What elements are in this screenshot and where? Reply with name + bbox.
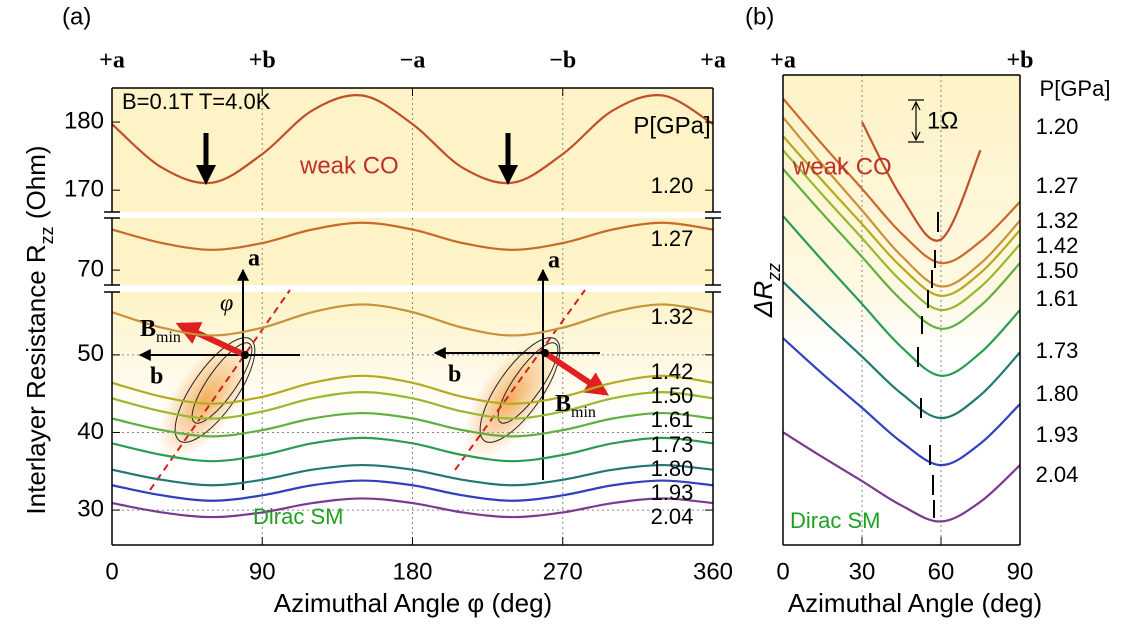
inset-label: Bmin: [555, 391, 596, 422]
legend-label: 1.80: [651, 456, 694, 481]
top-tick-label: +a: [770, 48, 796, 74]
series-line: [111, 411, 714, 438]
y-axis-label-sub: zz: [37, 226, 57, 244]
annotation: Dirac SM: [253, 504, 343, 529]
legend-label: 1.20: [1036, 114, 1079, 139]
y-tick-label: 40: [77, 418, 104, 445]
legend-label: 1.20: [651, 173, 694, 198]
annotation: weak CO: [299, 152, 399, 179]
panel-label: (b): [745, 3, 774, 30]
legend-label: 1.80: [1036, 381, 1079, 406]
inset-label: b: [150, 364, 163, 390]
x-tick-label: 0: [105, 558, 118, 585]
legend-label: 1.93: [1036, 422, 1079, 447]
x-axis-label: Azimuthal Angle (deg): [788, 588, 1042, 618]
series-line: [111, 221, 714, 251]
top-tick-label: +b: [249, 48, 276, 74]
series-line: [783, 168, 1020, 330]
series-line: [783, 97, 1020, 265]
y-tick-label: 30: [77, 495, 104, 522]
inset-label-b: B: [555, 391, 571, 417]
series-line: [783, 431, 1020, 523]
y-axis-label-text: ΔR: [748, 281, 778, 318]
series-line: [783, 149, 1020, 312]
legend-label: 1.73: [651, 432, 694, 457]
background: [783, 75, 1020, 545]
legend-label: 1.73: [1036, 338, 1079, 363]
series-line: [111, 391, 714, 420]
y-axis-label-unit: (Ohm): [21, 145, 51, 226]
legend-label: 1.61: [651, 407, 694, 432]
series-line: [111, 497, 714, 519]
series-line: [111, 303, 714, 337]
legend-label: 1.27: [651, 226, 694, 251]
legend-label: 1.42: [1036, 233, 1079, 258]
series-line: [783, 116, 1020, 288]
x-tick-label: 90: [249, 558, 276, 585]
series-line: [783, 337, 1020, 467]
series-line: [111, 436, 714, 463]
inset-label: a: [248, 246, 260, 272]
annotation: Dirac SM: [790, 508, 880, 533]
y-tick-label: 170: [64, 176, 104, 203]
legend-title: P[GPa]: [633, 112, 710, 139]
inset-label: a: [548, 248, 560, 274]
inset-label: φ: [220, 291, 233, 317]
series-line: [783, 135, 1020, 298]
annotation: B=0.1T T=4.0K: [122, 89, 271, 114]
legend-label: 1.32: [651, 304, 694, 329]
x-axis-label: Azimuthal Angle φ (deg): [274, 588, 552, 618]
inset-label-sub: min: [571, 404, 596, 421]
series-line: [111, 93, 714, 185]
x-tick-label: 30: [849, 558, 876, 585]
series-line: [111, 463, 714, 487]
legend-label: 1.50: [651, 383, 694, 408]
y-tick-label: 50: [77, 340, 104, 367]
inset-label-sub: min: [156, 329, 181, 346]
y-axis-label: ΔRzz: [748, 263, 784, 318]
legend-label: 1.61: [1036, 286, 1079, 311]
legend-label: 2.04: [1036, 462, 1079, 487]
scale-bar: [908, 99, 924, 143]
legend-label: 1.50: [1036, 258, 1079, 283]
minimum-arrow: [917, 212, 939, 518]
inset-label: b: [448, 362, 461, 388]
x-tick-label: 0: [776, 558, 789, 585]
lines-layer: [111, 93, 1020, 523]
top-tick-label: +b: [1006, 48, 1033, 74]
x-tick-label: 90: [1007, 558, 1034, 585]
legend-label: 1.93: [651, 480, 694, 505]
y-axis-label-text: Interlayer Resistance R: [21, 244, 51, 514]
panel-label: (a): [62, 3, 91, 30]
top-tick-label: −a: [400, 48, 426, 74]
minimum-arrow: [196, 133, 518, 185]
legend-label: 1.27: [1036, 173, 1079, 198]
y-axis-label: Interlayer Resistance Rzz (Ohm): [21, 145, 57, 514]
y-tick-label: 180: [64, 107, 104, 134]
top-tick-label: −b: [549, 48, 576, 74]
legend-label: 1.32: [1036, 208, 1079, 233]
y-axis-label-sub: zz: [764, 263, 784, 282]
series-line: [783, 215, 1020, 377]
x-tick-label: 60: [928, 558, 955, 585]
series-line: [111, 479, 714, 502]
top-tick-label: +a: [99, 48, 125, 74]
legend-label: 1.42: [651, 359, 694, 384]
inset-label: Bmin: [140, 316, 181, 347]
legend-label: 2.04: [651, 504, 694, 529]
legend-title: P[GPa]: [1040, 76, 1111, 101]
series-line: [111, 374, 714, 405]
y-tick-label: 70: [77, 255, 104, 282]
x-tick-label: 270: [543, 558, 583, 585]
x-tick-label: 180: [392, 558, 432, 585]
inset-label-b: B: [140, 316, 156, 342]
series-line: [861, 121, 982, 242]
top-tick-label: +a: [700, 48, 726, 74]
scale-label: 1Ω: [927, 107, 958, 134]
annotation: weak CO: [792, 153, 892, 180]
series-line: [783, 281, 1020, 420]
x-tick-label: 360: [693, 558, 733, 585]
